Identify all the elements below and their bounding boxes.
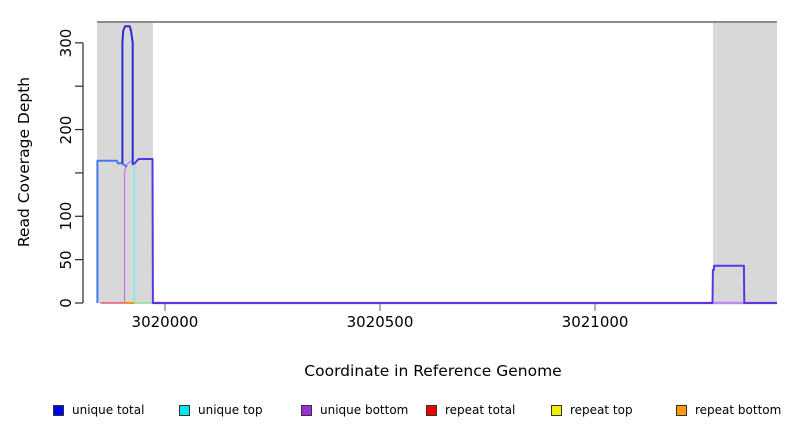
legend-swatch-icon: [53, 404, 64, 416]
series-unique-total-left-block: [96, 159, 128, 303]
y-tick-label: 50: [57, 250, 75, 270]
legend-item-unique-total: unique total: [53, 403, 144, 417]
legend-item-unique-top: unique top: [179, 403, 263, 417]
legend-label: repeat top: [570, 403, 633, 417]
y-tick-label: 200: [57, 115, 75, 144]
y-tick-label: 0: [57, 298, 75, 308]
shaded-region-right: [712, 22, 777, 303]
legend-item-repeat-bottom: repeat bottom: [676, 403, 781, 417]
x-tick-label: 3020500: [346, 313, 414, 331]
x-tick-label: 3020000: [131, 313, 199, 331]
legend-label: unique top: [198, 403, 263, 417]
series-unique-total-right-block: [132, 158, 777, 304]
legend-label: unique bottom: [320, 403, 409, 417]
y-axis-title: Read Coverage Depth: [15, 76, 33, 248]
legend-swatch-icon: [551, 404, 562, 416]
legend-item-repeat-top: repeat top: [551, 403, 633, 417]
series-unique-total-peak: [121, 25, 134, 166]
legend-label: repeat total: [445, 403, 516, 417]
y-tick-label: 100: [57, 201, 75, 231]
y-tick-label: 300: [57, 28, 75, 58]
x-tick-label: 3021000: [561, 313, 629, 331]
legend-item-unique-bottom: unique bottom: [301, 403, 408, 417]
legend-swatch-icon: [301, 404, 312, 416]
legend-swatch-icon: [426, 404, 437, 416]
legend-label: unique total: [72, 403, 145, 417]
legend-swatch-icon: [179, 404, 190, 416]
legend-label: repeat bottom: [695, 403, 782, 417]
legend-swatch-icon: [676, 404, 687, 416]
legend-item-repeat-total: repeat total: [426, 403, 515, 417]
x-axis-title: Coordinate in Reference Genome: [304, 362, 562, 380]
